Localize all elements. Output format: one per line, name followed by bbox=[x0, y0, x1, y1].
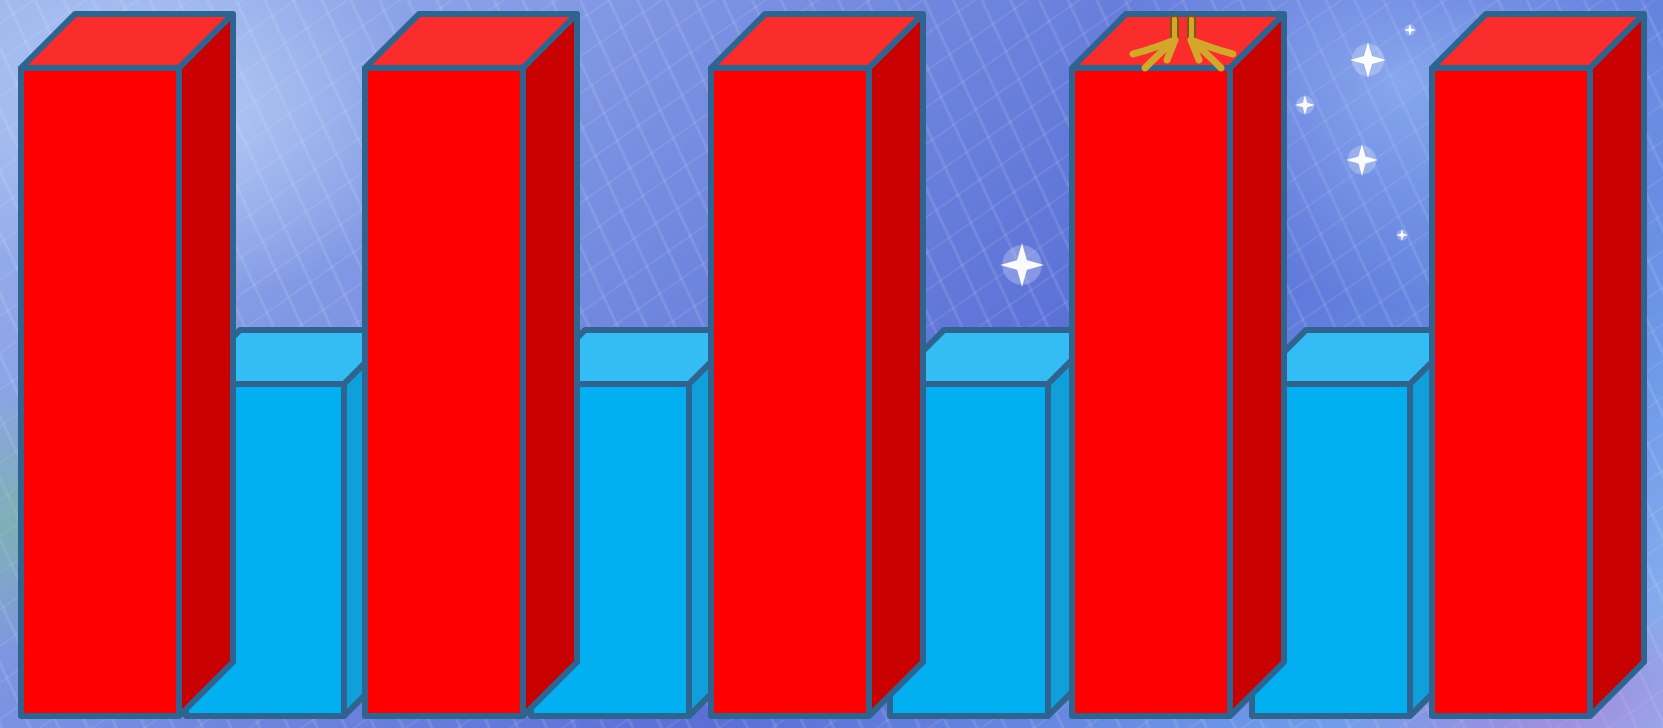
pillar-5-red bbox=[711, 14, 923, 716]
pillar-side-face bbox=[179, 14, 233, 716]
pillar-side-face bbox=[869, 14, 923, 716]
sparkle-icon bbox=[1295, 95, 1315, 115]
sparkle-icon bbox=[1396, 229, 1408, 241]
pillar-9-red bbox=[1432, 14, 1644, 716]
pillar-front-face bbox=[1072, 68, 1230, 716]
pillar-front-face bbox=[711, 68, 869, 716]
sparkle-icon bbox=[1350, 42, 1386, 78]
sparkle-icon bbox=[1404, 24, 1416, 36]
pillar-1-red bbox=[21, 14, 233, 716]
sparkle-icon bbox=[1000, 243, 1044, 287]
pillar-side-face bbox=[523, 14, 577, 716]
pillar-front-face bbox=[21, 68, 179, 716]
sparkle-icon bbox=[1346, 144, 1378, 176]
pillar-side-face bbox=[1590, 14, 1644, 716]
pillar-front-face bbox=[365, 68, 523, 716]
pillar-side-face bbox=[1230, 14, 1284, 716]
pillar-3-red bbox=[365, 14, 577, 716]
pillar-front-face bbox=[1432, 68, 1590, 716]
pillar-7-red bbox=[1072, 14, 1284, 716]
